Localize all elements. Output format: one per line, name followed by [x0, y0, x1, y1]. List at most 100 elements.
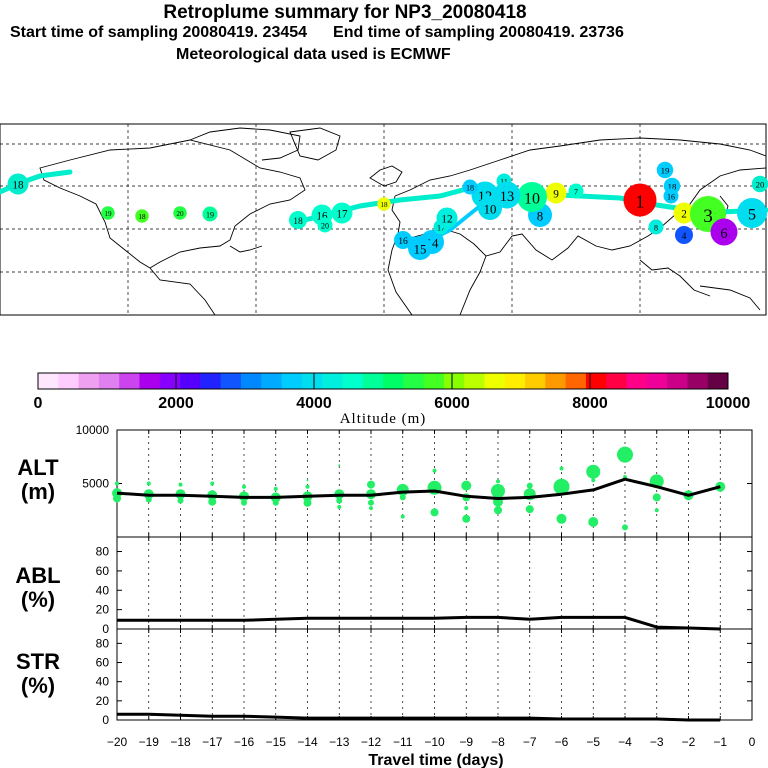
plume-marker — [737, 198, 767, 228]
x-tick-label: −13 — [329, 735, 350, 749]
plume-marker — [675, 226, 693, 244]
altitude-point — [241, 499, 247, 506]
plume-marker-label: 19 — [104, 210, 112, 218]
colorbar-swatch — [322, 373, 343, 389]
colorbar-swatch — [383, 373, 404, 389]
map-frame — [0, 123, 767, 316]
altitude-point — [338, 464, 341, 467]
altitude-point — [303, 498, 312, 507]
plume-marker-label: 12 — [441, 214, 452, 226]
x-tick-label: −19 — [139, 735, 160, 749]
plume-marker-label: 10 — [484, 202, 497, 216]
x-tick-label: −16 — [234, 735, 255, 749]
plume-marker-label: 18 — [293, 216, 303, 227]
altitude-point — [496, 479, 500, 484]
altitude-point — [210, 481, 215, 486]
y-tick-label: 40 — [96, 675, 110, 689]
colorbar-swatch — [200, 373, 222, 389]
colorbar-tick-label: 10000 — [706, 395, 751, 412]
x-tick-label: −2 — [682, 735, 696, 749]
x-tick-label: −11 — [393, 735, 413, 749]
plume-marker-label: 10 — [524, 191, 540, 208]
altitude-point — [306, 479, 309, 482]
plume-marker — [7, 173, 29, 195]
colorbar-swatch — [281, 373, 303, 389]
colorbar-title: Altitude (m) — [340, 411, 427, 427]
colorbar-swatch — [403, 373, 425, 389]
x-tick-label: −20 — [107, 735, 128, 749]
altitude-point — [586, 464, 601, 479]
plume-marker-label: 20 — [756, 180, 765, 190]
colorbar-swatch — [504, 373, 526, 389]
met-data-label: Meteorological data used is ECMWF — [176, 46, 451, 63]
colorbar-swatch — [707, 373, 729, 389]
plume-marker-label: 13 — [500, 189, 514, 205]
plume-marker-label: 7 — [574, 187, 578, 196]
colorbar-swatch — [464, 373, 485, 389]
y-tick-label: 80 — [96, 545, 110, 559]
altitude-point — [305, 484, 310, 489]
plume-marker — [648, 219, 664, 235]
y-tick-label: 60 — [96, 564, 110, 578]
plume-marker-label: 19 — [206, 210, 214, 219]
plume-marker — [317, 217, 333, 233]
plume-marker-label: 18 — [380, 201, 388, 209]
y-tick-label: 0 — [102, 713, 109, 727]
altitude-point — [591, 478, 596, 483]
plume-marker — [663, 188, 679, 204]
plume-marker-label: 18 — [668, 182, 677, 192]
plume-marker-label: 5 — [748, 207, 756, 224]
altitude-point — [399, 494, 406, 501]
x-tick-label: 0 — [749, 735, 756, 749]
colorbar-swatch — [38, 373, 59, 389]
altitude-point — [462, 514, 471, 523]
str-axis-label: STR (%) — [16, 649, 60, 698]
colorbar-swatch — [606, 373, 628, 389]
altitude-point — [432, 468, 437, 473]
x-tick-label: −3 — [650, 735, 664, 749]
colorbar-swatch — [362, 373, 384, 389]
altitude-point — [559, 466, 564, 471]
colorbar-tick-label: 8000 — [572, 395, 608, 412]
series-line — [117, 615, 721, 631]
colorbar-tick-label: 2000 — [158, 395, 194, 412]
plume-marker — [751, 175, 768, 193]
plume-marker-label: 20 — [176, 210, 184, 218]
colorbar-swatch — [423, 373, 445, 389]
end-time-label: End time of sampling 20080419. 23736 — [333, 24, 624, 41]
series-line — [117, 712, 721, 722]
plume-marker — [135, 209, 149, 223]
plume-marker — [408, 236, 432, 260]
x-tick-label: −12 — [361, 735, 382, 749]
plume-marker-label: 6 — [720, 226, 727, 242]
plume-marker — [101, 206, 115, 220]
colorbar-swatch — [646, 373, 668, 389]
plume-marker-label: 8 — [537, 209, 543, 223]
plume-marker — [478, 196, 502, 220]
x-tick-label: −7 — [523, 735, 537, 749]
colorbar-swatch — [667, 373, 688, 389]
colorbar-swatch — [565, 373, 587, 389]
colorbar-tick-label: 0 — [34, 395, 43, 412]
y-tick-label: 10000 — [76, 423, 110, 437]
plume-marker-label: 4 — [682, 231, 687, 242]
altitude-point — [273, 486, 278, 491]
x-tick-label: −17 — [202, 735, 223, 749]
abl-axis-label: ABL (%) — [15, 563, 61, 612]
altitude-point — [337, 505, 342, 510]
plume-marker — [545, 182, 567, 204]
plume-marker-label: 16 — [398, 236, 408, 247]
colorbar-swatch — [687, 373, 709, 389]
y-tick-label: 20 — [96, 603, 110, 617]
altitude-point — [177, 497, 184, 504]
plume-marker-label: 3 — [703, 206, 713, 227]
x-tick-label: −18 — [170, 735, 191, 749]
series-line — [116, 477, 721, 500]
plume-marker-label: 16 — [316, 211, 328, 223]
plume-marker — [710, 218, 738, 246]
x-tick-label: −1 — [713, 735, 727, 749]
altitude-point — [525, 505, 534, 514]
y-tick-label: 0 — [102, 622, 109, 636]
altitude-point — [491, 483, 505, 498]
